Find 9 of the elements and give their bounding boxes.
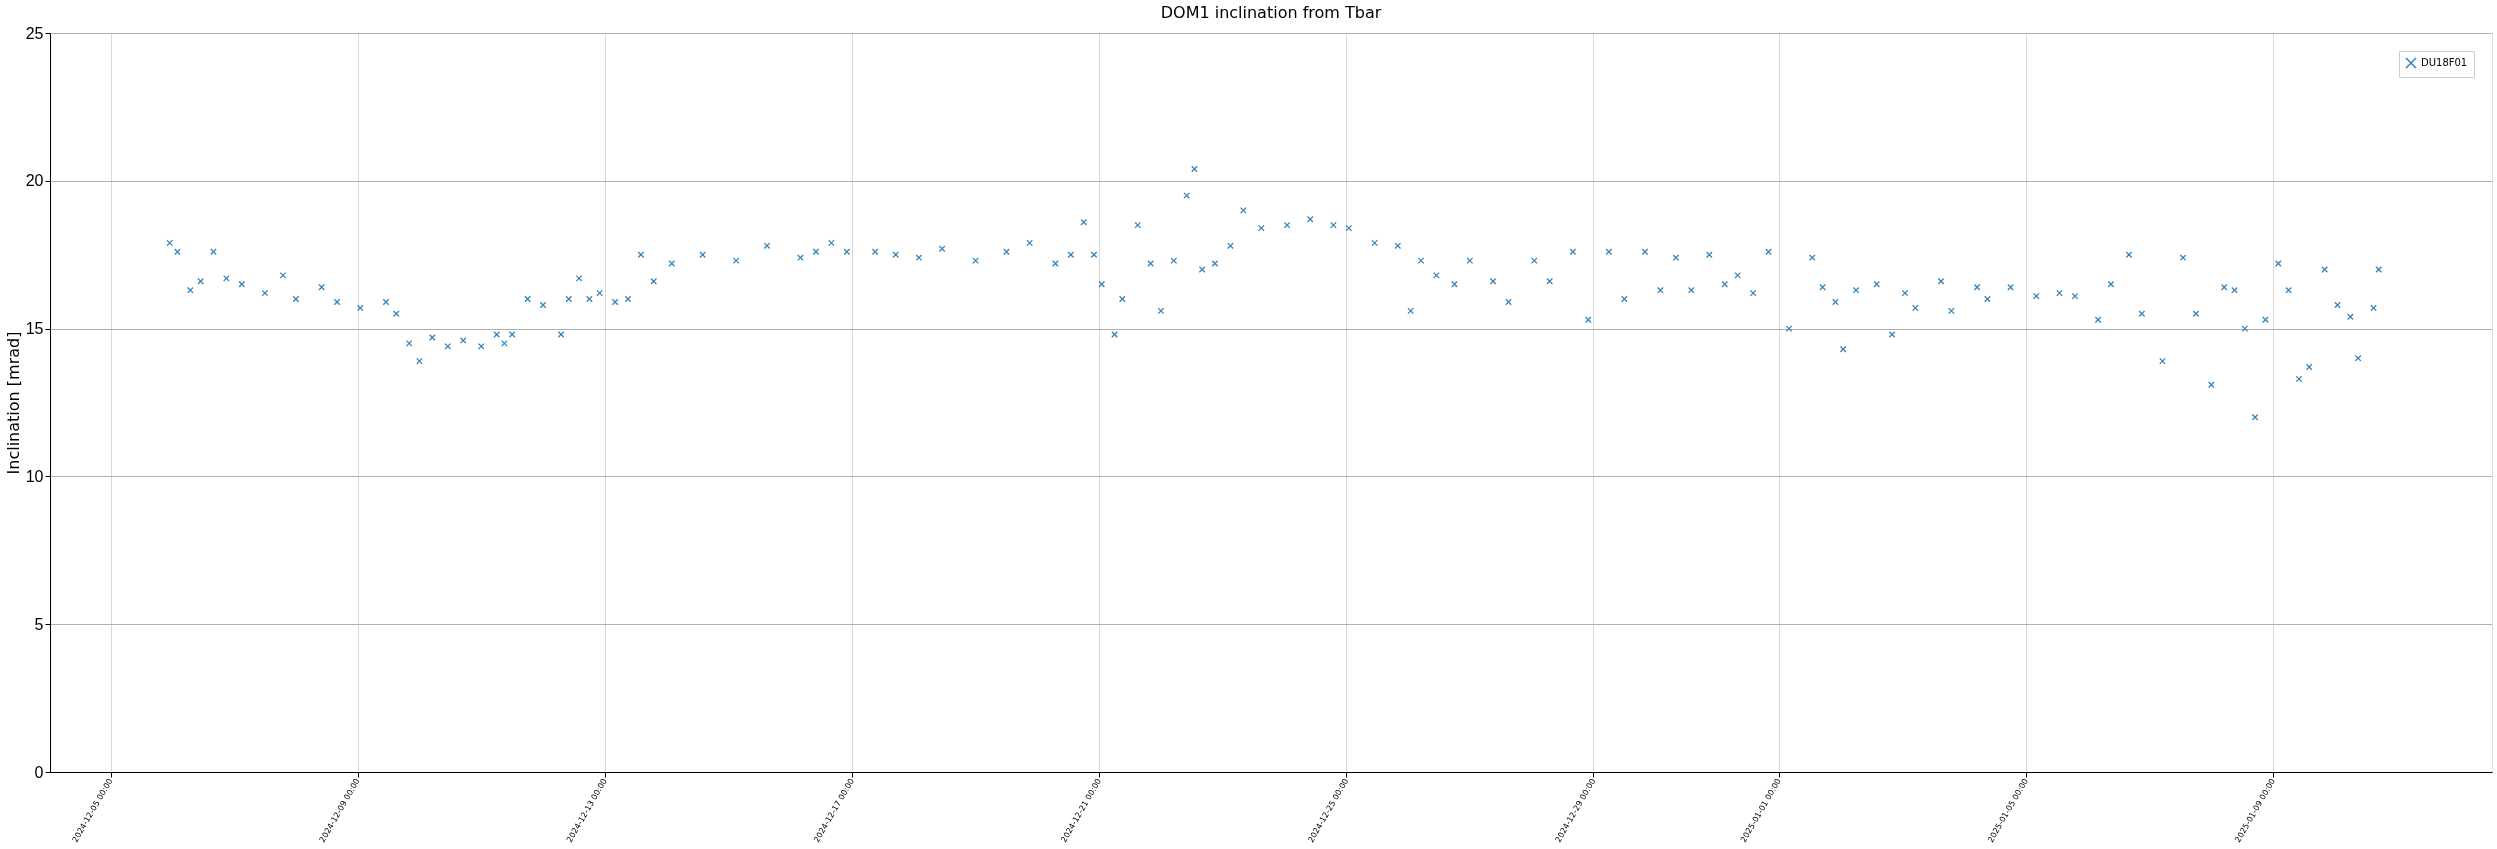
y-tick-label: 0 [34, 763, 44, 781]
y-axis-title: Inclination [mrad] [3, 331, 23, 475]
y-tick-label: 10 [25, 467, 44, 485]
y-tick-label: 5 [34, 615, 44, 633]
chart-title: DOM1 inclination from Tbar [1160, 3, 1382, 22]
y-tick-label: 15 [25, 320, 44, 338]
y-tick-label: 20 [25, 172, 44, 190]
y-tick-label: 25 [25, 24, 44, 42]
legend-label: DU18F01 [2421, 57, 2468, 68]
